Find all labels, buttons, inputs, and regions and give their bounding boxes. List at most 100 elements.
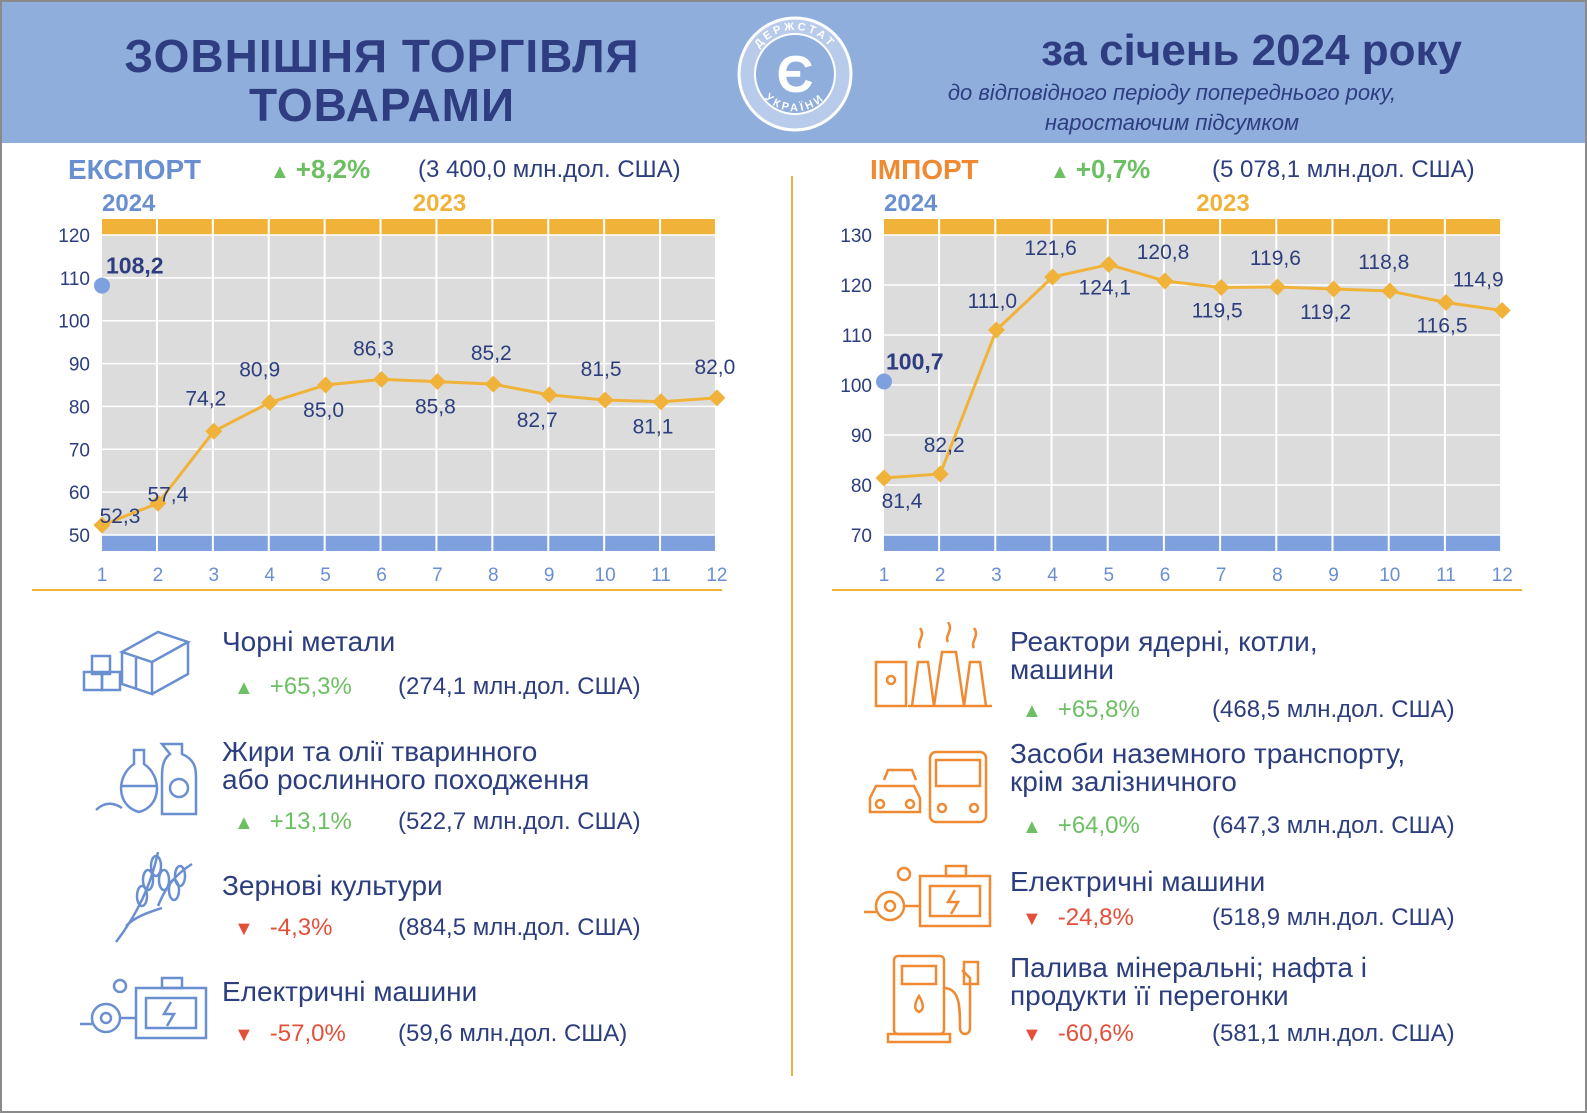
data-label: 82,7 [517, 409, 558, 432]
subtitle-line-2: наростаючим підсумком [1044, 110, 1300, 135]
current-year-point [94, 277, 110, 294]
y-tick-label: 120 [840, 276, 872, 297]
item-title: Жири та олії тваринного або рослинного по… [222, 736, 590, 795]
data-label: 124,1 [1079, 277, 1132, 300]
x-tick-label: 3 [209, 565, 220, 585]
item-amount: (581,1 млн.дол. США) [1212, 1020, 1455, 1047]
series-line [883, 262, 1503, 480]
data-label: 119,6 [1250, 247, 1301, 270]
data-label: 120,8 [1137, 241, 1190, 264]
data-label: 82,0 [694, 356, 735, 379]
data-label: 81,5 [581, 358, 622, 381]
data-label: 85,8 [415, 396, 456, 419]
y-tick-label: 100 [58, 312, 90, 333]
y-tick-label: 90 [851, 426, 872, 447]
y-tick-label: 70 [69, 440, 90, 461]
item-amount: (522,7 млн.дол. США) [398, 808, 641, 835]
data-label: 74,2 [185, 387, 226, 410]
data-label: 82,2 [924, 434, 965, 457]
item-title: Палива мінеральні; нафта і продукти її пе… [1010, 952, 1367, 1011]
down-arrow-icon: ▼ [1022, 908, 1042, 930]
x-tick-label: 6 [1160, 565, 1171, 585]
year-label-current: 2024 [884, 190, 938, 217]
data-point [1100, 256, 1118, 273]
item-change: ▲ +64,0% [1022, 812, 1140, 839]
current-year-label: 108,2 [106, 253, 164, 279]
electric-machine-icon [860, 856, 1000, 941]
item-title: Чорні метали [222, 626, 396, 657]
import-change-value: +0,7% [1075, 154, 1151, 184]
x-tick-label: 11 [651, 565, 671, 585]
x-tick-label: 5 [1104, 565, 1115, 585]
header-banner: ЗОВНІШНЯ ТОРГІВЛЯ ТОВАРАМИ ДЕРЖСТАТ УКРА… [2, 2, 1585, 143]
x-tick-label: 12 [1492, 565, 1513, 585]
fuel-pump-icon [870, 948, 990, 1053]
down-arrow-icon: ▼ [1022, 1024, 1042, 1046]
x-tick-label: 7 [1216, 565, 1227, 585]
current-year-point [876, 373, 892, 390]
y-tick-label: 50 [69, 526, 90, 547]
data-label: 119,5 [1192, 300, 1243, 323]
x-tick-label: 2 [935, 565, 946, 585]
page-title: ЗОВНІШНЯ ТОРГІВЛЯ ТОВАРАМИ [102, 32, 662, 130]
data-point [149, 494, 167, 512]
data-point [708, 389, 726, 407]
item-title: Реактори ядерні, котли, машини [1010, 626, 1318, 685]
y-tick-label: 120 [58, 226, 90, 247]
power-plant-icon [870, 621, 1000, 717]
y-tick-label: 130 [840, 226, 872, 247]
year-band-top [884, 219, 1502, 235]
x-tick-label: 7 [432, 565, 443, 585]
item-change: ▼ -60,6% [1022, 1020, 1134, 1047]
data-label: 85,0 [303, 399, 344, 422]
export-change: ▲ +8,2% [270, 154, 370, 185]
x-tick-label: 5 [320, 565, 331, 585]
up-arrow-icon: ▲ [234, 677, 254, 699]
item-change: ▼ -4,3% [234, 914, 333, 941]
electric-machine-icon [76, 968, 216, 1053]
x-tick-label: 8 [488, 565, 499, 585]
data-point [987, 321, 1005, 339]
x-tick-label: 9 [1328, 565, 1339, 585]
item-title: Електричні машини [222, 976, 478, 1007]
up-arrow-icon: ▲ [270, 161, 290, 183]
export-change-value: +8,2% [295, 154, 371, 184]
import-label: ІМПОРТ [870, 154, 979, 185]
data-label: 114,9 [1453, 269, 1504, 292]
x-tick-label: 3 [991, 565, 1002, 585]
year-band-top [102, 219, 717, 235]
up-arrow-icon: ▲ [1022, 816, 1042, 838]
y-tick-label: 60 [69, 483, 90, 504]
up-arrow-icon: ▲ [1050, 161, 1070, 183]
x-tick-label: 10 [595, 565, 616, 585]
item-amount: (518,9 млн.дол. США) [1212, 904, 1455, 931]
data-point [205, 422, 223, 440]
item-change: ▼ -24,8% [1022, 904, 1134, 931]
y-tick-label: 80 [851, 476, 872, 497]
item-change: ▼ -57,0% [234, 1020, 346, 1047]
vehicles-icon [864, 742, 994, 837]
data-point [652, 393, 670, 411]
x-tick-label: 1 [97, 565, 108, 585]
year-band-bottom [884, 535, 1502, 551]
data-label: 81,4 [882, 490, 923, 513]
y-tick-label: 110 [60, 269, 90, 290]
export-label: ЕКСПОРТ [68, 154, 201, 185]
item-title: Засоби наземного транспорту, крім залізни… [1010, 738, 1406, 797]
data-label: 80,9 [239, 359, 280, 382]
data-point [875, 469, 893, 487]
data-label: 119,2 [1300, 301, 1351, 324]
data-label: 121,6 [1024, 237, 1077, 260]
up-arrow-icon: ▲ [234, 812, 254, 834]
data-point [1493, 302, 1511, 319]
data-point [1381, 282, 1399, 300]
data-label: 118,8 [1358, 251, 1409, 274]
data-label: 52,3 [100, 505, 141, 528]
item-amount: (884,5 млн.дол. США) [398, 914, 641, 941]
y-tick-label: 90 [69, 355, 90, 376]
svg-text:Є: Є [777, 46, 814, 104]
y-tick-label: 110 [842, 326, 872, 347]
